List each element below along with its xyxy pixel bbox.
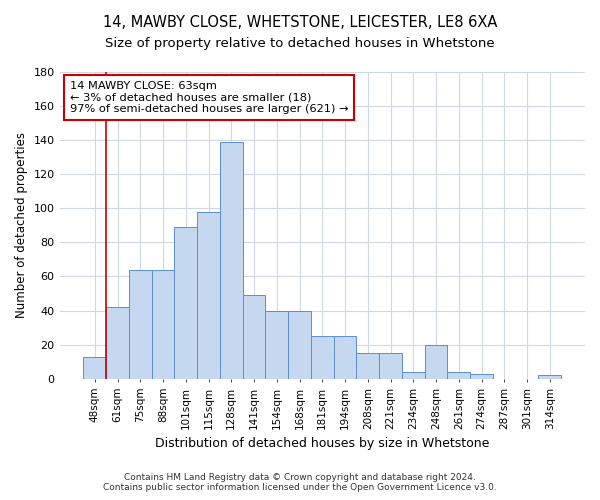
Bar: [106, 307, 129, 379]
Bar: [334, 336, 356, 379]
Bar: [448, 372, 470, 379]
Bar: [356, 354, 379, 379]
Y-axis label: Number of detached properties: Number of detached properties: [15, 132, 28, 318]
Bar: [220, 142, 242, 379]
Bar: [470, 374, 493, 379]
Bar: [425, 344, 448, 379]
Bar: [288, 310, 311, 379]
Text: Contains HM Land Registry data © Crown copyright and database right 2024.
Contai: Contains HM Land Registry data © Crown c…: [103, 473, 497, 492]
Bar: [83, 356, 106, 379]
Bar: [197, 212, 220, 379]
Bar: [538, 376, 561, 379]
Bar: [152, 270, 175, 379]
Bar: [242, 295, 265, 379]
Text: 14 MAWBY CLOSE: 63sqm
← 3% of detached houses are smaller (18)
97% of semi-detac: 14 MAWBY CLOSE: 63sqm ← 3% of detached h…: [70, 80, 349, 114]
Bar: [402, 372, 425, 379]
Bar: [265, 310, 288, 379]
Bar: [129, 270, 152, 379]
Text: 14, MAWBY CLOSE, WHETSTONE, LEICESTER, LE8 6XA: 14, MAWBY CLOSE, WHETSTONE, LEICESTER, L…: [103, 15, 497, 30]
X-axis label: Distribution of detached houses by size in Whetstone: Distribution of detached houses by size …: [155, 437, 490, 450]
Text: Size of property relative to detached houses in Whetstone: Size of property relative to detached ho…: [105, 38, 495, 51]
Bar: [379, 354, 402, 379]
Bar: [311, 336, 334, 379]
Bar: [175, 227, 197, 379]
